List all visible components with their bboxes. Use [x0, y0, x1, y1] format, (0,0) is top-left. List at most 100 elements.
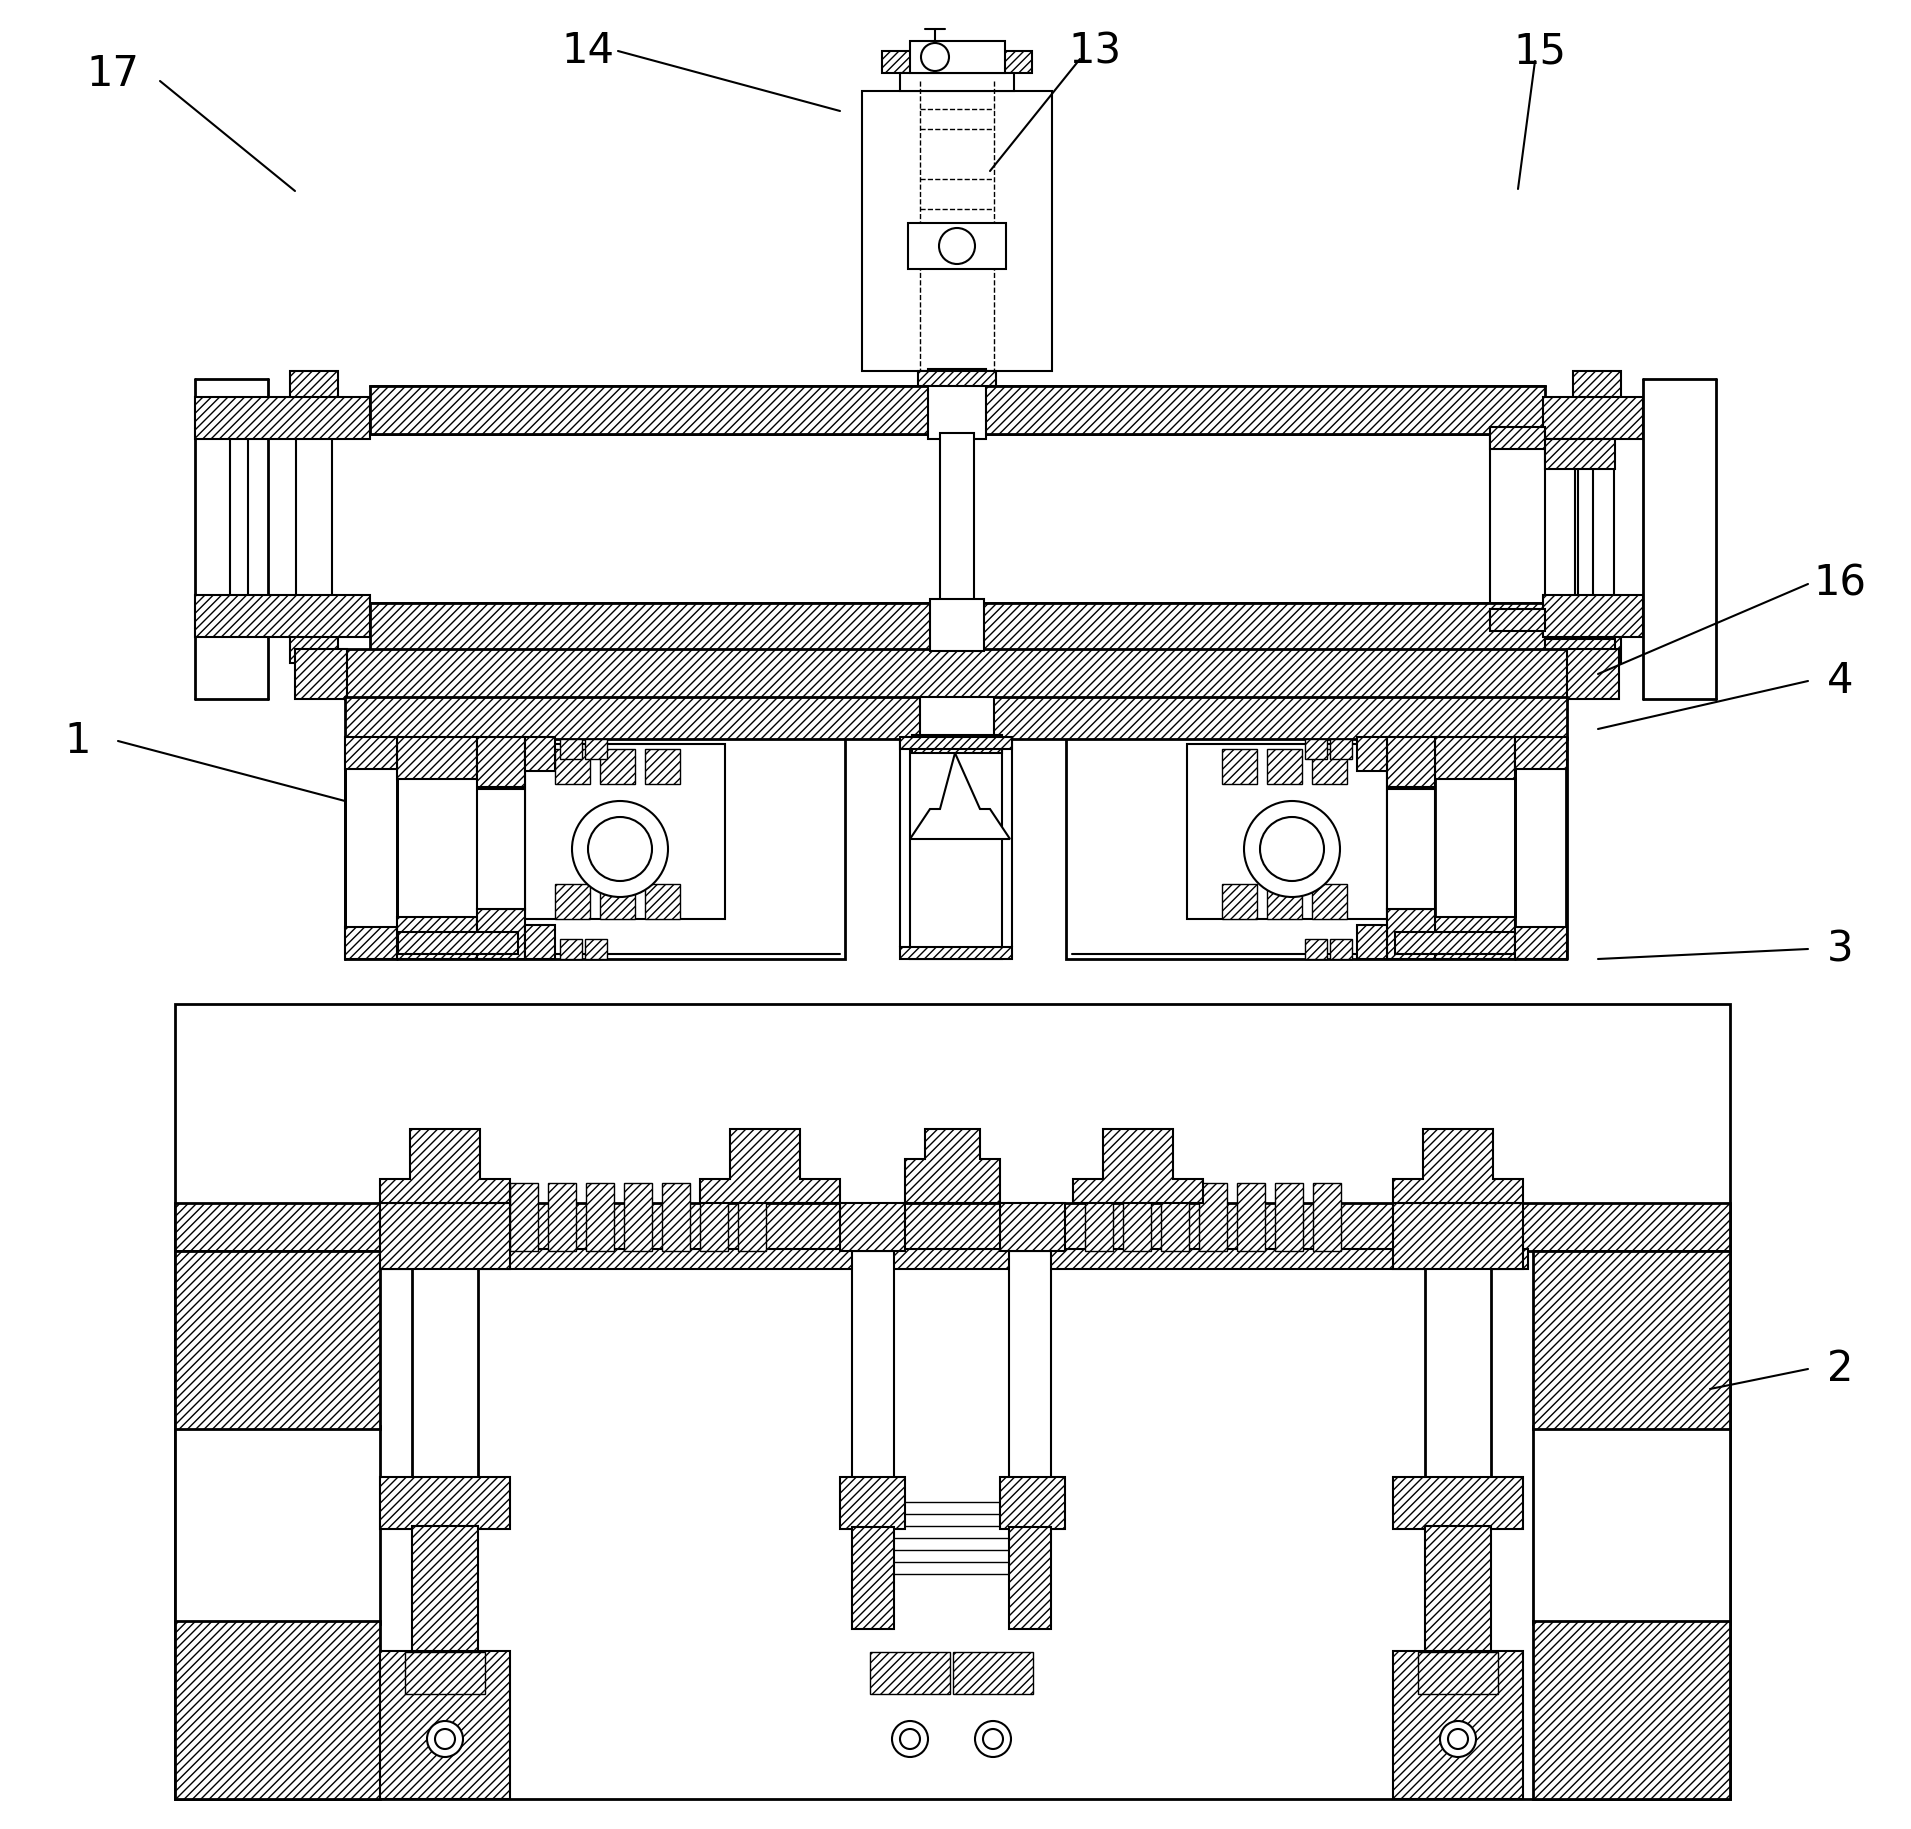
Bar [852, 1251, 894, 1480]
Bar [1236, 1183, 1265, 1251]
Bar [1313, 1183, 1342, 1251]
Circle shape [436, 1728, 455, 1749]
Circle shape [1441, 1721, 1475, 1758]
Text: 13: 13 [1068, 29, 1122, 71]
Bar [1393, 1203, 1523, 1269]
Polygon shape [910, 754, 1011, 840]
Bar [510, 1183, 539, 1251]
Circle shape [1244, 801, 1340, 896]
Bar [1533, 1251, 1729, 1428]
Bar [1542, 397, 1643, 439]
Bar [560, 938, 583, 958]
Bar [1187, 744, 1387, 918]
Bar [397, 916, 478, 958]
Bar [1426, 1267, 1491, 1480]
Bar [526, 737, 554, 772]
Bar [1330, 938, 1351, 958]
Bar [999, 1203, 1064, 1251]
Bar [1009, 1527, 1051, 1630]
Bar [1491, 609, 1544, 631]
Bar [883, 51, 1032, 73]
Bar [585, 938, 608, 958]
Bar [176, 1251, 380, 1428]
Bar [1515, 737, 1567, 768]
Text: 2: 2 [1827, 1348, 1854, 1390]
Bar [699, 1183, 728, 1251]
Circle shape [426, 1721, 462, 1758]
Bar [929, 369, 986, 439]
Bar [560, 739, 583, 759]
Bar [1275, 1183, 1303, 1251]
Polygon shape [380, 1128, 510, 1203]
Text: 16: 16 [1814, 563, 1867, 605]
Bar [908, 223, 1005, 269]
Bar [346, 697, 1567, 739]
Bar [1578, 399, 1615, 635]
Polygon shape [699, 1128, 841, 1203]
Bar [1313, 750, 1347, 785]
Circle shape [938, 229, 975, 263]
Bar [526, 744, 724, 918]
Bar [176, 1427, 380, 1624]
Bar [625, 1183, 652, 1251]
Bar [413, 1267, 478, 1480]
Bar [1573, 371, 1621, 399]
Bar [1009, 1251, 1051, 1480]
Bar [1393, 1652, 1523, 1800]
Bar [1162, 1183, 1189, 1251]
Bar [548, 1183, 575, 1251]
Bar [176, 1203, 1729, 1251]
Bar [1066, 737, 1565, 958]
Bar [526, 925, 554, 958]
Bar [176, 1004, 1729, 1800]
Bar [371, 386, 1544, 433]
Bar [478, 788, 526, 909]
Bar [587, 1183, 613, 1251]
Bar [1357, 925, 1387, 958]
Bar [554, 750, 590, 785]
Bar [346, 737, 845, 958]
Bar [1267, 883, 1301, 918]
Bar [646, 750, 680, 785]
Bar [405, 1652, 485, 1694]
Circle shape [1259, 818, 1324, 882]
Circle shape [900, 1728, 919, 1749]
Bar [738, 1183, 766, 1251]
Circle shape [982, 1728, 1003, 1749]
Text: 17: 17 [86, 53, 140, 95]
Bar [1124, 1183, 1150, 1251]
Bar [1305, 739, 1326, 759]
Bar [1435, 737, 1515, 779]
Bar [646, 883, 680, 918]
Bar [554, 883, 590, 918]
Bar [931, 600, 984, 651]
Bar [585, 739, 608, 759]
Bar [999, 1478, 1064, 1529]
Text: 15: 15 [1514, 29, 1567, 71]
Bar [1544, 439, 1615, 468]
Bar [1387, 788, 1435, 909]
Circle shape [921, 44, 950, 71]
Bar [371, 604, 1544, 651]
Bar [290, 635, 338, 662]
Bar [862, 91, 1051, 371]
Bar [912, 735, 1001, 754]
Bar [1418, 1652, 1498, 1694]
Bar [1393, 1478, 1523, 1529]
Bar [413, 1525, 478, 1653]
Bar [1330, 739, 1351, 759]
Bar [380, 1478, 510, 1529]
Bar [294, 649, 348, 699]
Bar [600, 750, 634, 785]
Bar [600, 883, 634, 918]
Bar [346, 927, 397, 958]
Bar [346, 737, 397, 768]
Bar [380, 1652, 510, 1800]
Bar [1533, 1620, 1729, 1800]
Bar [1544, 638, 1615, 669]
Bar [870, 1652, 950, 1694]
Bar [661, 1183, 690, 1251]
Text: 4: 4 [1827, 660, 1854, 702]
Bar [1357, 737, 1387, 772]
Bar [917, 371, 996, 386]
